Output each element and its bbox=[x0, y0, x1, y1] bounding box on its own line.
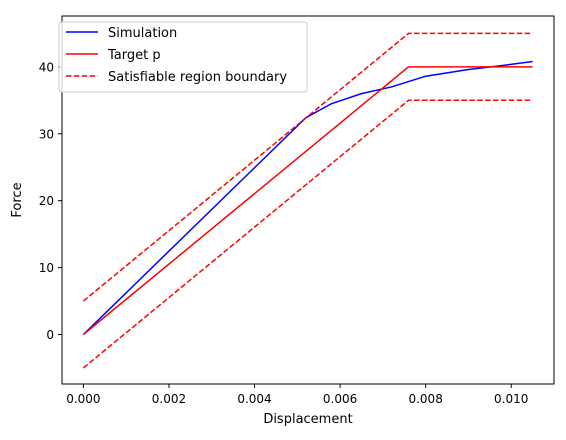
legend-entry-target-p: Target p bbox=[66, 48, 161, 63]
series-layer bbox=[82, 32, 533, 369]
x-tick-label: 0.010 bbox=[494, 392, 528, 406]
x-tick-label: 0.006 bbox=[323, 392, 357, 406]
plot-frame bbox=[61, 15, 555, 385]
x-tick-label: 0.008 bbox=[408, 392, 442, 406]
y-ticks: 0 10 20 30 40 bbox=[39, 60, 62, 342]
legend-entry-satisfiable-region-boundary: Satisfiable region boundary bbox=[66, 70, 287, 85]
legend-label-simulation: Simulation bbox=[108, 26, 177, 41]
y-tick-label: 20 bbox=[39, 194, 54, 208]
y-tick-label: 40 bbox=[39, 60, 54, 74]
series-line-satisfiable-region-boundary-2 bbox=[82, 32, 533, 302]
x-ticks: 0.000 0.002 0.004 0.006 0.008 0.010 bbox=[66, 384, 528, 406]
legend-entry-simulation: Simulation bbox=[66, 26, 177, 41]
series-line-target-p-1 bbox=[82, 66, 533, 336]
x-axis-label: Displacement bbox=[263, 412, 352, 427]
x-tick-label: 0.000 bbox=[66, 392, 100, 406]
series-line-satisfiable-region-boundary-3 bbox=[82, 99, 533, 369]
y-tick-label: 0 bbox=[46, 328, 54, 342]
legend-label-satisfiable-region-boundary: Satisfiable region boundary bbox=[108, 70, 287, 85]
y-tick-label: 30 bbox=[39, 127, 54, 141]
legend-box bbox=[58, 21, 308, 93]
x-tick-label: 0.002 bbox=[152, 392, 186, 406]
y-tick-label: 10 bbox=[39, 261, 54, 275]
legend-label-target-p: Target p bbox=[107, 48, 161, 63]
legend: Simulation Target p Satisfiable region b… bbox=[58, 21, 308, 93]
y-axis-label: Force bbox=[10, 182, 25, 217]
x-tick-label: 0.004 bbox=[237, 392, 271, 406]
